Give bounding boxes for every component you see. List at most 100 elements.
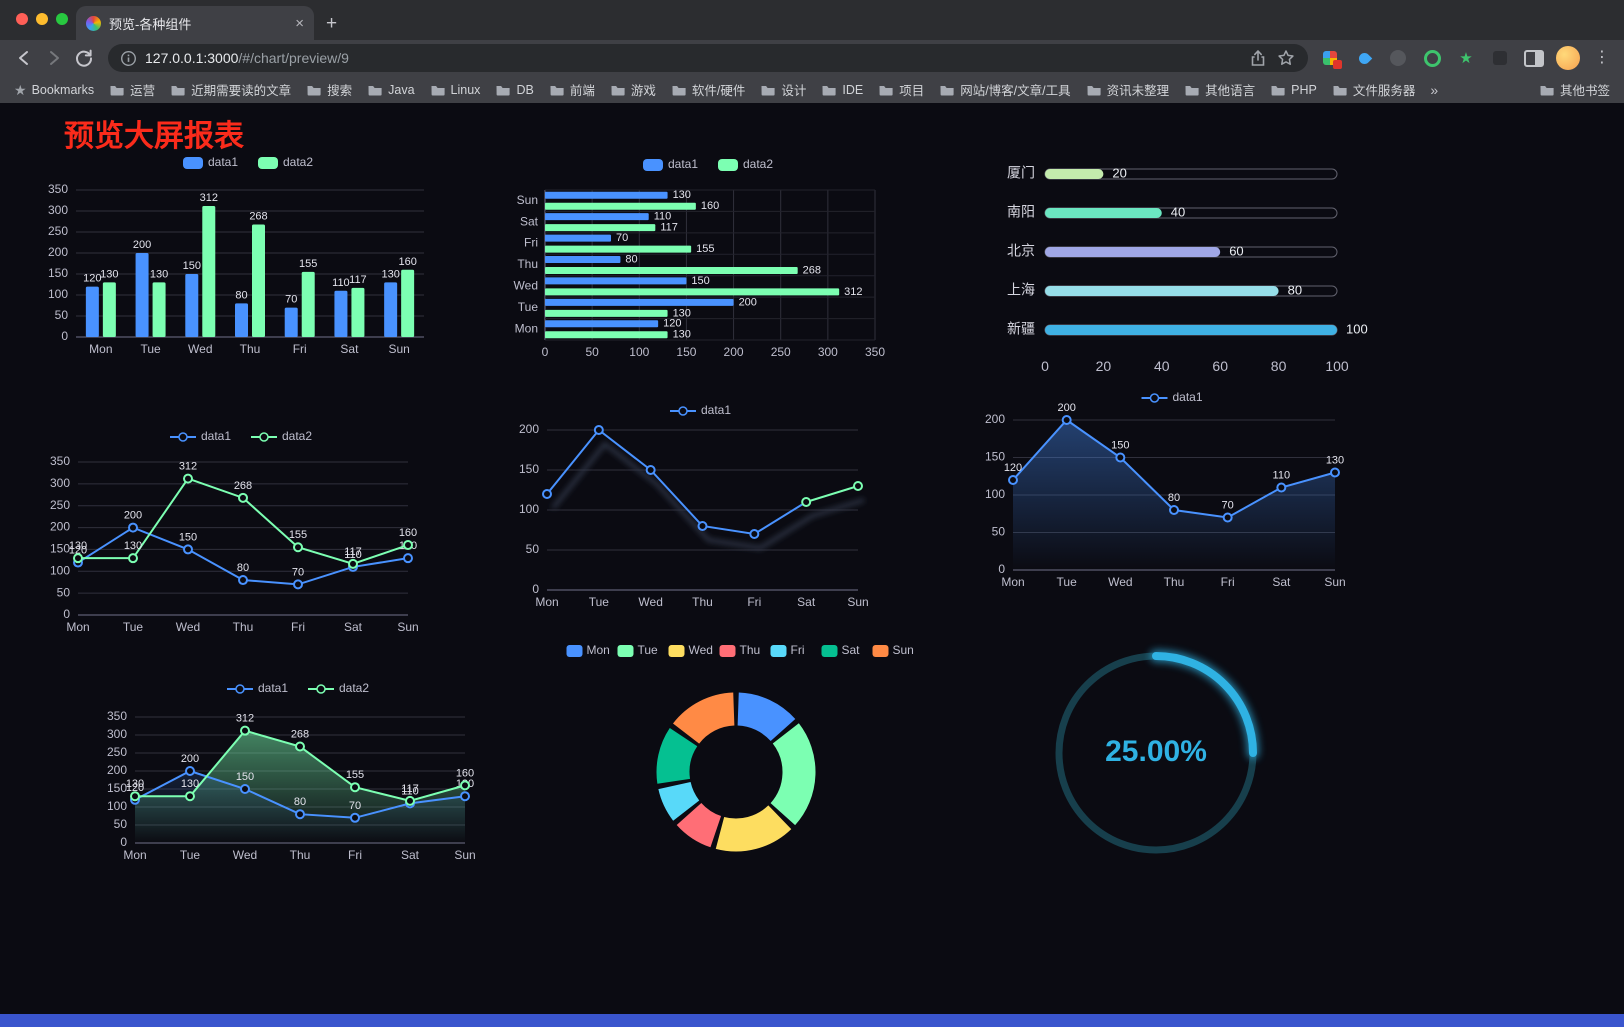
svg-text:312: 312 <box>179 461 197 473</box>
bookmarks-overflow-chevron[interactable]: » <box>1430 81 1439 98</box>
svg-text:160: 160 <box>701 200 719 212</box>
legend-item[interactable]: data2 <box>718 157 773 171</box>
bookmark-folder[interactable]: Linux <box>430 80 480 99</box>
legend-item[interactable]: data2 <box>258 155 313 169</box>
legend-item[interactable]: Thu <box>719 643 761 657</box>
drop-extension-icon <box>1356 50 1372 66</box>
toolbar-extensions: ★ ⋮ <box>1318 46 1614 70</box>
legend-item[interactable]: data2 <box>251 429 312 443</box>
bookmark-star-icon[interactable] <box>1276 48 1296 68</box>
bookmark-folder[interactable]: Java <box>367 80 415 99</box>
bookmark-folder[interactable]: 运营 <box>109 80 155 99</box>
bookmark-folder[interactable]: IDE <box>821 80 863 99</box>
bookmarks-manager[interactable]: ★ Bookmarks <box>14 83 94 97</box>
bookmark-label: 资讯未整理 <box>1106 84 1170 98</box>
svg-text:312: 312 <box>236 713 254 725</box>
back-button[interactable] <box>10 44 38 72</box>
tab-close-icon[interactable]: × <box>295 14 304 32</box>
forward-icon <box>50 51 59 65</box>
grouped-bar-chart: 0 50 100 150 200 250 300 350 Mon Tue Wed Thu Fri Sat S… <box>40 148 470 368</box>
bookmark-folder[interactable]: 近期需要读的文章 <box>170 80 291 99</box>
legend-item[interactable]: Fri <box>770 643 805 657</box>
legend-item[interactable]: data1 <box>1141 390 1203 404</box>
progress-bar[interactable] <box>1045 247 1221 257</box>
address-bar[interactable]: 127.0.0.1:3000/#/chart/preview/9 <box>108 44 1308 72</box>
svg-text:160: 160 <box>398 256 416 268</box>
legend-item[interactable]: Sat <box>821 643 861 657</box>
bar-series-data2[interactable]: 130 130 312 268 155 117 160 <box>100 192 417 337</box>
new-tab-button[interactable]: + <box>326 13 338 34</box>
bookmark-folder[interactable]: 设计 <box>760 80 806 99</box>
legend-item[interactable]: Mon <box>566 643 610 657</box>
extensions-menu-button[interactable] <box>1488 46 1512 70</box>
donut-slice-Fri[interactable] <box>658 781 700 821</box>
svg-text:0: 0 <box>532 582 539 596</box>
bar-series-data2[interactable]: 130 130 312 268 155 117 160 <box>545 200 863 341</box>
progress-bar[interactable] <box>1045 208 1162 218</box>
minimize-window-button[interactable] <box>36 13 48 25</box>
donut-slice-Wed[interactable] <box>715 804 792 852</box>
back-icon <box>19 51 28 65</box>
legend-item[interactable]: data1 <box>670 403 731 417</box>
browser-menu-button[interactable]: ⋮ <box>1590 46 1614 70</box>
other-bookmarks[interactable]: 其他书签 <box>1539 80 1610 99</box>
site-info-icon[interactable] <box>120 50 137 67</box>
donut-slice-Mon[interactable] <box>736 692 796 742</box>
line-series-data1[interactable]: 120 200 150 80 70 110 130 <box>69 510 417 590</box>
bookmark-label: 软件/硬件 <box>691 84 746 98</box>
legend-item[interactable]: data1 <box>643 157 698 171</box>
bookmark-folder[interactable]: 资讯未整理 <box>1086 80 1170 99</box>
bookmark-folder[interactable]: 软件/硬件 <box>671 80 745 99</box>
legend-item[interactable]: data2 <box>308 681 369 695</box>
svg-text:20: 20 <box>1112 165 1126 180</box>
donut-slice-Tue[interactable] <box>770 723 816 826</box>
line-series-data2[interactable]: 130 130 312 268 155 117 160 <box>69 461 417 569</box>
share-icon[interactable] <box>1248 48 1268 68</box>
donut-slice-Sun[interactable] <box>673 692 736 745</box>
extension-icon[interactable]: ★ <box>1454 46 1478 70</box>
bookmark-folder[interactable]: 文件服务器 <box>1332 80 1415 99</box>
legend-item[interactable]: Sun <box>872 643 914 657</box>
line-series-data2[interactable]: 130 130 312 268 155 117 160 <box>126 713 474 806</box>
bookmark-folder[interactable]: 搜索 <box>306 80 352 99</box>
bookmark-folder[interactable]: PHP <box>1270 80 1317 99</box>
bookmark-folder[interactable]: DB <box>495 80 534 99</box>
progress-bar[interactable] <box>1045 286 1279 296</box>
svg-text:Sat: Sat <box>520 214 539 228</box>
svg-text:312: 312 <box>200 192 218 204</box>
svg-text:130: 130 <box>673 189 691 201</box>
zoom-window-button[interactable] <box>56 13 68 25</box>
extension-icon[interactable] <box>1386 46 1410 70</box>
extension-icon[interactable] <box>1352 46 1376 70</box>
donut-slice-Thu[interactable] <box>676 802 722 848</box>
svg-text:300: 300 <box>818 345 838 359</box>
legend-item[interactable]: Wed <box>668 643 713 657</box>
bookmark-folder[interactable]: 游戏 <box>610 80 656 99</box>
reload-button[interactable] <box>70 44 98 72</box>
line-series-data1[interactable] <box>542 425 863 539</box>
legend-item[interactable]: data1 <box>170 429 231 443</box>
bookmark-folder[interactable]: 网站/博客/文章/工具 <box>939 80 1071 99</box>
svg-text:Mon: Mon <box>123 848 146 862</box>
line-series-data1[interactable]: 120 200 150 80 70 110 130 <box>1004 402 1344 523</box>
close-window-button[interactable] <box>16 13 28 25</box>
legend-item[interactable]: data1 <box>227 681 288 695</box>
extension-icon[interactable] <box>1318 46 1342 70</box>
bookmark-folder[interactable]: 其他语言 <box>1184 80 1255 99</box>
sidebar-toggle-button[interactable] <box>1522 46 1546 70</box>
progress-bar[interactable] <box>1045 325 1337 335</box>
svg-text:80: 80 <box>1288 282 1302 297</box>
svg-text:110: 110 <box>344 549 362 561</box>
bookmark-folder[interactable]: 前端 <box>549 80 595 99</box>
legend-item[interactable]: data1 <box>183 155 238 169</box>
forward-button[interactable] <box>40 44 68 72</box>
progress-bar[interactable] <box>1045 169 1104 179</box>
bookmark-folder[interactable]: 项目 <box>878 80 924 99</box>
donut-slice-Sat[interactable] <box>656 728 698 784</box>
browser-tab[interactable]: 预览-各种组件 × <box>76 6 314 40</box>
legend-item[interactable]: Tue <box>617 643 659 657</box>
extension-icon[interactable] <box>1420 46 1444 70</box>
profile-button[interactable] <box>1556 46 1580 70</box>
